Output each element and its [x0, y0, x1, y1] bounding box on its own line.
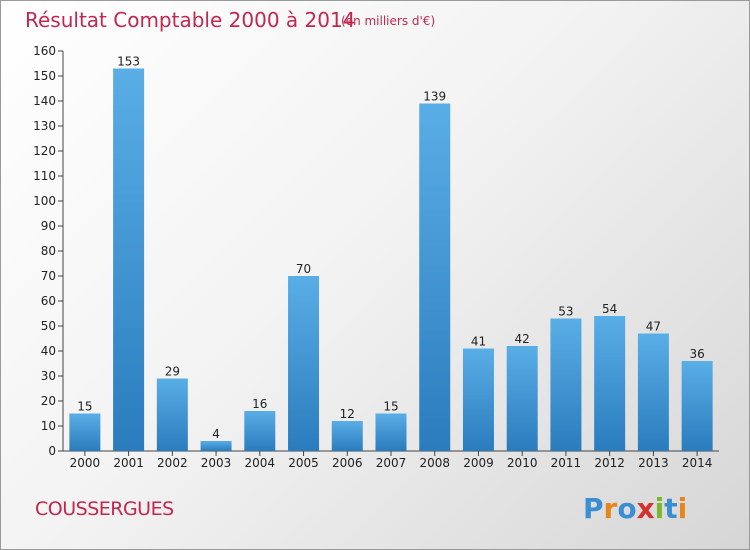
bar [594, 316, 626, 451]
proxiti-logo: Proxiti [583, 492, 687, 525]
x-tick-label: 2007 [376, 456, 407, 470]
bar-value-label: 41 [471, 335, 486, 349]
y-axis: 0 10 20 30 40 50 60 70 80 90 100 110 120 130 140 150 160 [33, 44, 64, 458]
bar-value-label: 15 [77, 400, 92, 414]
logo-letter: i [655, 492, 665, 525]
bar [113, 68, 145, 451]
bar-group: 54 [594, 302, 626, 451]
bar-group: 16 [244, 397, 276, 451]
x-axis: 2000 2001 2002 2003 2004 2005 2006 2007 2008 2009… [63, 450, 719, 470]
bar-group: 153 [113, 55, 145, 451]
x-tick-label: 2010 [507, 456, 538, 470]
logo-letter: i [678, 492, 688, 525]
x-tick-label: 2002 [157, 456, 188, 470]
bar [331, 421, 363, 451]
bar-value-label: 54 [602, 302, 617, 316]
bar-group: 70 [288, 262, 320, 451]
bar-value-label: 4 [212, 427, 220, 441]
chart-subtitle: (en milliers d'€) [341, 14, 435, 28]
bar-value-label: 12 [340, 407, 355, 421]
y-tick-label: 60 [41, 294, 56, 308]
bar-group: 15 [375, 400, 407, 451]
y-tick-label: 100 [33, 194, 56, 208]
bar [419, 103, 451, 451]
bar-value-label: 36 [689, 347, 704, 361]
bar-group: 53 [550, 305, 582, 451]
x-tick-label: 2009 [463, 456, 494, 470]
logo-letter: r [604, 492, 618, 525]
y-tick-label: 120 [33, 144, 56, 158]
bar [681, 361, 713, 451]
bar [200, 441, 232, 451]
x-tick-label: 2008 [419, 456, 450, 470]
bar-value-label: 53 [558, 305, 573, 319]
bar-value-label: 47 [646, 320, 661, 334]
bar-group: 139 [419, 90, 451, 451]
x-tick-label: 2013 [638, 456, 669, 470]
bar-value-label: 139 [423, 90, 446, 104]
logo-letter: t [664, 492, 677, 525]
bar-group: 36 [681, 347, 713, 451]
y-tick-label: 50 [41, 319, 56, 333]
bar-series: 15 153 29 4 16 70 12 15 139 41 42 53 54 47 36 [69, 55, 713, 451]
y-tick-label: 110 [33, 169, 56, 183]
y-tick-label: 10 [41, 419, 56, 433]
y-tick-label: 40 [41, 344, 56, 358]
logo-letter: P [583, 492, 604, 525]
x-tick-label: 2011 [551, 456, 582, 470]
bar [244, 411, 276, 451]
y-tick-label: 130 [33, 119, 56, 133]
bar-value-label: 15 [383, 400, 398, 414]
commune-name: COUSSERGUES [35, 498, 174, 520]
y-tick-label: 0 [48, 444, 56, 458]
x-tick-label: 2012 [594, 456, 625, 470]
logo-letter: o [617, 492, 636, 525]
bar [288, 276, 320, 451]
x-tick-label: 2001 [113, 456, 144, 470]
x-tick-label: 2005 [288, 456, 319, 470]
x-tick-label: 2004 [245, 456, 276, 470]
x-tick-label: 2003 [201, 456, 232, 470]
logo-letter: x [637, 492, 655, 525]
bar-value-label: 70 [296, 262, 311, 276]
proxiti-logo-text: Proxiti [583, 492, 687, 525]
y-tick-label: 80 [41, 244, 56, 258]
y-tick-label: 70 [41, 269, 56, 283]
y-tick-label: 30 [41, 369, 56, 383]
bar [506, 346, 538, 451]
bar-value-label: 29 [165, 365, 180, 379]
x-tick-label: 2014 [682, 456, 713, 470]
y-tick-label: 160 [33, 44, 56, 58]
y-tick-label: 20 [41, 394, 56, 408]
y-tick-label: 140 [33, 94, 56, 108]
bar [637, 333, 669, 451]
bar-group: 4 [200, 427, 232, 451]
bar [375, 413, 407, 451]
bar [550, 318, 582, 451]
bar-group: 29 [156, 365, 188, 451]
bar-value-label: 153 [117, 55, 140, 69]
bar-group: 47 [637, 320, 669, 451]
y-tick-label: 150 [33, 69, 56, 83]
y-tick-label: 90 [41, 219, 56, 233]
bar-value-label: 42 [515, 332, 530, 346]
x-tick-label: 2000 [70, 456, 101, 470]
bar-group: 12 [331, 407, 363, 451]
bar-group: 42 [506, 332, 538, 451]
bar-value-label: 16 [252, 397, 267, 411]
bar-group: 15 [69, 400, 101, 451]
bar-group: 41 [462, 335, 494, 451]
chart-title: Résultat Comptable 2000 à 2014 [25, 8, 355, 32]
bar [462, 348, 494, 451]
bar [69, 413, 101, 451]
bar [156, 378, 188, 451]
x-tick-label: 2006 [332, 456, 363, 470]
